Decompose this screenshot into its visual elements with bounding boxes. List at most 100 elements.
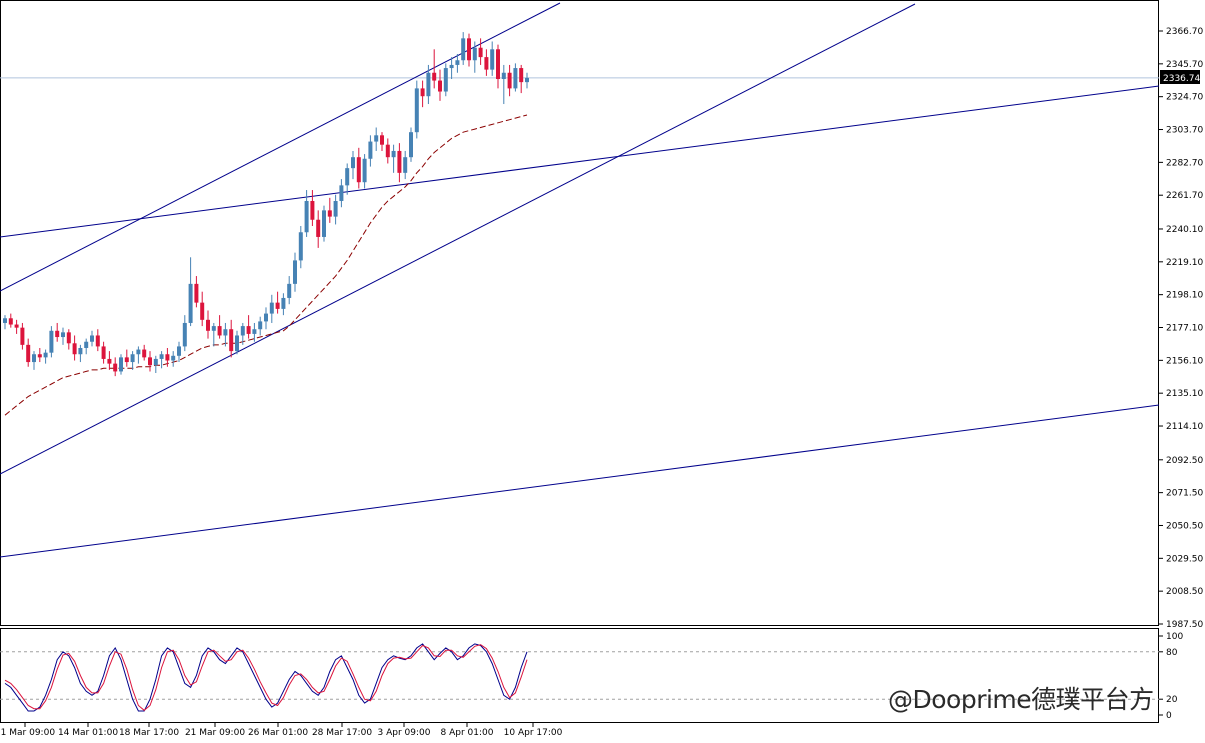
candlestick[interactable] <box>246 315 251 339</box>
candlestick[interactable] <box>409 127 413 162</box>
candlestick[interactable] <box>78 344 83 363</box>
candlestick[interactable] <box>322 205 326 242</box>
candlestick[interactable] <box>356 147 361 189</box>
candlestick[interactable] <box>206 310 210 339</box>
candlestick[interactable] <box>182 315 187 352</box>
candlestick[interactable] <box>403 150 408 180</box>
candlestick[interactable] <box>351 150 355 180</box>
candlestick[interactable] <box>26 338 31 367</box>
candlestick[interactable] <box>264 307 268 330</box>
candlestick[interactable] <box>310 190 315 227</box>
candlestick[interactable] <box>455 53 460 73</box>
candlestick[interactable] <box>287 276 292 305</box>
candlestick[interactable] <box>20 322 25 350</box>
candlestick[interactable] <box>513 63 518 92</box>
candlestick[interactable] <box>55 322 60 342</box>
candlestick[interactable] <box>37 347 42 363</box>
candlestick[interactable] <box>414 80 419 139</box>
candlestick[interactable] <box>194 276 199 308</box>
candlestick[interactable] <box>478 38 483 65</box>
candlestick[interactable] <box>107 351 112 370</box>
candlestick[interactable] <box>165 347 170 367</box>
candlestick[interactable] <box>333 194 338 225</box>
candlestick[interactable] <box>501 64 506 105</box>
candlestick[interactable] <box>269 294 274 323</box>
upper-channel-trendline[interactable] <box>0 2 561 292</box>
candlestick[interactable] <box>443 63 448 97</box>
middle-trendline[interactable] <box>0 85 1159 238</box>
candlestick[interactable] <box>130 351 135 370</box>
candlestick[interactable] <box>327 197 332 223</box>
candlestick[interactable] <box>316 210 321 248</box>
candlestick[interactable] <box>490 41 495 76</box>
candlestick[interactable] <box>449 57 454 80</box>
candlestick[interactable] <box>84 338 89 355</box>
candlestick[interactable] <box>472 41 477 73</box>
candlestick[interactable] <box>101 341 106 364</box>
candlestick[interactable] <box>3 315 7 330</box>
candlestick[interactable] <box>380 132 384 151</box>
candlestick[interactable] <box>461 32 466 65</box>
candlestick[interactable] <box>43 349 48 364</box>
candlestick[interactable] <box>119 354 123 375</box>
candlestick[interactable] <box>223 322 228 347</box>
candlestick[interactable] <box>293 252 297 292</box>
candlestick[interactable] <box>240 322 245 345</box>
candlestick[interactable] <box>66 329 71 350</box>
candlestick[interactable] <box>32 351 36 370</box>
candlestick[interactable] <box>211 322 216 347</box>
candlestick[interactable] <box>298 226 303 269</box>
candlestick[interactable] <box>339 179 344 208</box>
candlestick[interactable] <box>136 346 141 364</box>
candlestick[interactable] <box>507 64 512 97</box>
candlestick[interactable] <box>368 135 373 167</box>
candlestick[interactable] <box>304 190 309 237</box>
candlestick[interactable] <box>252 322 257 342</box>
candlestick[interactable] <box>153 355 158 374</box>
candlestick[interactable] <box>188 257 193 327</box>
candlestick[interactable] <box>432 49 437 89</box>
candlestick[interactable] <box>374 127 379 151</box>
candlestick[interactable] <box>177 341 181 363</box>
candlestick[interactable] <box>124 349 129 367</box>
candlestick[interactable] <box>200 291 205 327</box>
candlestick[interactable] <box>171 351 176 367</box>
candlestick[interactable] <box>148 351 152 372</box>
candlestick[interactable] <box>95 329 100 352</box>
candle-body <box>113 363 118 372</box>
candlestick[interactable] <box>159 351 164 369</box>
candlestick[interactable] <box>467 33 471 67</box>
candlestick[interactable] <box>142 344 147 361</box>
candlestick[interactable] <box>385 138 390 164</box>
candlestick[interactable] <box>229 319 234 358</box>
candlestick[interactable] <box>49 326 54 358</box>
candlestick[interactable] <box>391 144 396 173</box>
candlestick[interactable] <box>438 69 442 101</box>
candlestick[interactable] <box>525 72 529 89</box>
candlestick[interactable] <box>281 293 286 316</box>
candlestick[interactable] <box>362 154 367 189</box>
trendlines[interactable] <box>0 2 1159 558</box>
candlestick[interactable] <box>14 319 19 334</box>
candlestick[interactable] <box>90 330 94 347</box>
candlestick[interactable] <box>61 327 65 345</box>
bottom-trendline[interactable] <box>0 404 1159 558</box>
candlestick[interactable] <box>258 316 263 336</box>
candlestick[interactable] <box>217 315 222 339</box>
candlestick[interactable] <box>426 64 431 105</box>
candlestick[interactable] <box>420 80 425 108</box>
candlestick[interactable] <box>235 330 239 355</box>
candlestick[interactable] <box>345 163 350 195</box>
candlestick[interactable] <box>8 313 13 328</box>
candle-body <box>432 72 437 81</box>
candlestick[interactable] <box>275 291 280 314</box>
lower-channel-trendline[interactable] <box>0 3 916 475</box>
candlestick[interactable] <box>72 335 77 361</box>
candlestick[interactable] <box>484 49 489 76</box>
candle-body <box>298 232 303 261</box>
candlestick[interactable] <box>496 44 500 89</box>
candlestick[interactable] <box>113 357 118 377</box>
candlestick[interactable] <box>519 64 524 94</box>
candlestick[interactable] <box>397 143 402 183</box>
